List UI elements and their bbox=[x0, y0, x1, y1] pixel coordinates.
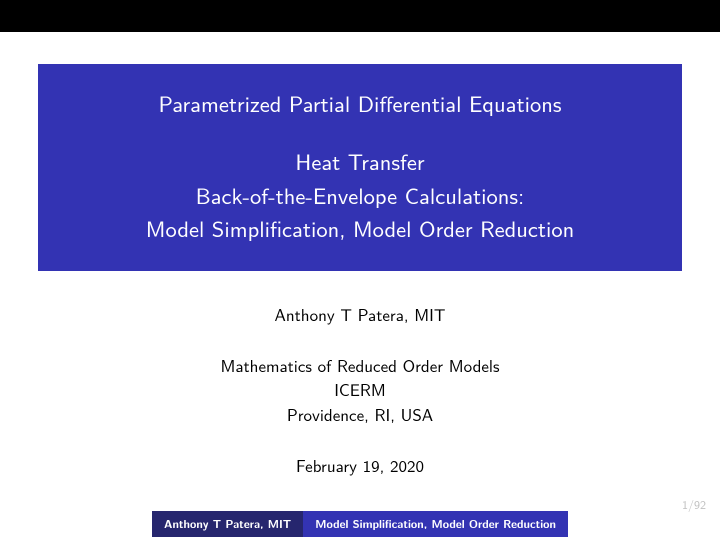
content-area: Anthony T Patera, MIT Mathematics of Red… bbox=[0, 271, 720, 478]
venue-block: Mathematics of Reduced Order Models ICER… bbox=[0, 354, 720, 428]
title-block: Parametrized Partial Differential Equati… bbox=[38, 64, 682, 271]
date-line: February 19, 2020 bbox=[0, 454, 720, 479]
title-line-2: Heat Transfer bbox=[54, 144, 666, 178]
footer-title: Model Simplification, Model Order Reduct… bbox=[303, 511, 568, 537]
page-number: 1/92 bbox=[682, 495, 706, 513]
venue-line-1: Mathematics of Reduced Order Models bbox=[0, 354, 720, 379]
title-line-3: Back-of-the-Envelope Calculations: bbox=[54, 178, 666, 212]
venue-line-2: ICERM bbox=[0, 378, 720, 403]
venue-line-3: Providence, RI, USA bbox=[0, 403, 720, 428]
menu-bar bbox=[0, 0, 720, 32]
footer-author: Anthony T Patera, MIT bbox=[152, 511, 303, 537]
title-line-4: Model Simplification, Model Order Reduct… bbox=[54, 211, 666, 245]
title-line-1: Parametrized Partial Differential Equati… bbox=[54, 86, 666, 120]
footer-bar: Anthony T Patera, MIT Model Simplificati… bbox=[0, 513, 720, 535]
author-line: Anthony T Patera, MIT bbox=[0, 303, 720, 328]
